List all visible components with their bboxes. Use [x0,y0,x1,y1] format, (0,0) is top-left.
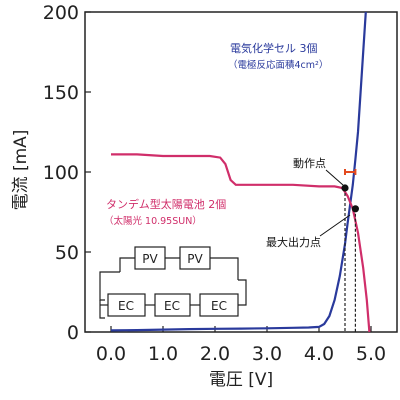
y-axis-ticks: 0 50 100 150 200 [43,2,91,344]
ec-box: EC [107,293,146,317]
y-tick-label: 150 [43,82,79,104]
x-axis-ticks: 0.0 1.0 2.0 3.0 4.0 5.0 [96,326,386,365]
operating-point-leader [325,169,344,186]
series-note-pv: （太陽光 10.95SUN） [104,215,202,227]
series-label-pv: タンデム型太陽電池 2個 [106,197,226,211]
x-tick-label: 0.0 [96,343,126,365]
y-tick-label: 200 [43,2,79,24]
x-tick-label: 1.0 [148,343,178,365]
operating-point-label: 動作点 [293,156,326,170]
series-note-ec: （電極反応面積4cm²） [228,59,328,71]
series-line-ec [110,11,367,332]
x-axis-title: 電圧 [V] [209,370,273,390]
max-power-point-leader [319,214,351,237]
series-label-ec: 電気化学セル 3個 [230,41,318,55]
svg-text:PV: PV [187,252,203,266]
ec-box: EC [154,293,191,317]
x-tick-label: 2.0 [200,343,230,365]
y-tick-label: 0 [67,322,79,344]
y-axis-title: 電流 [mA] [11,130,31,211]
svg-text:EC: EC [211,299,227,313]
max-power-point-label: 最大出力点 [266,235,321,249]
x-tick-label: 4.0 [304,343,334,365]
x-tick-label: 3.0 [252,343,282,365]
svg-text:EC: EC [164,299,180,313]
operating-point-marker [341,184,349,192]
ec-box: EC [199,293,239,317]
x-tick-label: 5.0 [356,343,386,365]
pv-box: PV [134,246,166,270]
circuit-inset: PV PV EC EC EC [99,246,247,319]
series-line-pv [111,153,371,333]
y-tick-label: 100 [43,162,79,184]
y-tick-label: 50 [55,242,79,264]
svg-text:EC: EC [118,299,134,313]
pv-box: PV [179,246,211,270]
max-power-point-marker [351,205,359,213]
svg-text:PV: PV [142,252,158,266]
